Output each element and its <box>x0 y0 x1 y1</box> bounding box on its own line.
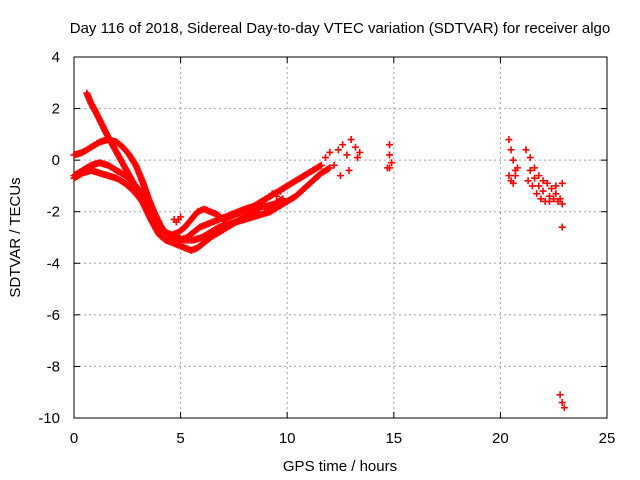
data-point <box>343 151 351 159</box>
data-point <box>539 177 547 185</box>
data-point <box>558 179 566 187</box>
x-tick-label: 10 <box>279 430 296 447</box>
data-point <box>326 164 334 172</box>
data-point <box>345 166 353 174</box>
data-point <box>317 161 325 169</box>
data-point <box>539 187 547 195</box>
axis-ticks: 0 5 10 15 20 25 -10 -8 -6 -4 -2 0 2 4 <box>38 49 615 447</box>
data-point <box>324 165 332 173</box>
data-point <box>383 164 391 172</box>
data-point <box>316 162 324 170</box>
data-point <box>330 161 338 169</box>
data-point <box>511 172 519 180</box>
data-points <box>70 89 568 412</box>
data-point <box>505 136 513 144</box>
data-point <box>505 172 513 180</box>
data-point <box>526 154 534 162</box>
data-point <box>386 141 394 149</box>
data-point <box>558 200 566 208</box>
x-tick-label: 0 <box>70 430 78 447</box>
data-point <box>509 179 517 187</box>
x-tick-label: 20 <box>492 430 509 447</box>
data-point <box>526 166 534 174</box>
x-tick-label: 15 <box>385 430 402 447</box>
data-point <box>550 195 558 203</box>
data-point <box>531 164 539 172</box>
data-point <box>388 159 396 167</box>
y-tick-label: 0 <box>52 152 60 169</box>
grid <box>74 57 607 418</box>
data-point <box>509 156 517 164</box>
data-point <box>334 146 342 154</box>
data-point <box>545 192 553 200</box>
data-point <box>513 164 521 172</box>
data-point <box>268 190 276 198</box>
data-point <box>347 136 355 144</box>
y-tick-label: 4 <box>52 49 60 66</box>
data-point <box>322 154 330 162</box>
data-point <box>528 182 536 190</box>
x-tick-label: 5 <box>176 430 184 447</box>
data-point <box>177 213 185 221</box>
data-point <box>556 391 564 399</box>
y-axis-label: SDTVAR / TECUs <box>7 177 24 297</box>
data-point <box>531 174 539 182</box>
plot-frame <box>73 56 608 419</box>
data-point <box>558 399 566 407</box>
data-point <box>277 187 285 195</box>
data-point <box>560 404 568 412</box>
chart-title: Day 116 of 2018, Sidereal Day-to-day VTE… <box>70 20 611 37</box>
data-point <box>317 169 325 177</box>
data-point <box>278 196 286 204</box>
data-point <box>386 151 394 159</box>
data-point <box>524 177 532 185</box>
data-point <box>535 182 543 190</box>
y-tick-label: -10 <box>38 410 60 427</box>
y-tick-label: -8 <box>47 358 60 375</box>
data-point <box>262 195 270 203</box>
data-point <box>354 154 362 162</box>
data-point <box>351 143 359 151</box>
data-point <box>507 146 515 154</box>
data-point <box>554 197 562 205</box>
data-point <box>273 192 281 200</box>
y-tick-label: -4 <box>47 255 60 272</box>
data-point <box>552 182 560 190</box>
data-point <box>326 148 334 156</box>
data-point <box>537 195 545 203</box>
data-point <box>543 179 551 187</box>
data-point <box>337 172 344 180</box>
data-point <box>533 190 541 198</box>
y-tick-label: 2 <box>52 101 60 118</box>
data-point <box>522 146 530 154</box>
data-point <box>552 190 560 198</box>
data-point <box>548 185 556 193</box>
data-point <box>356 148 364 156</box>
data-point <box>535 172 543 180</box>
data-point <box>279 195 287 203</box>
y-tick-label: -6 <box>47 307 60 324</box>
x-axis-label: GPS time / hours <box>283 458 397 475</box>
data-point <box>558 223 566 231</box>
y-tick-label: -2 <box>47 204 60 221</box>
x-tick-label: 25 <box>599 430 616 447</box>
data-point <box>339 141 347 149</box>
